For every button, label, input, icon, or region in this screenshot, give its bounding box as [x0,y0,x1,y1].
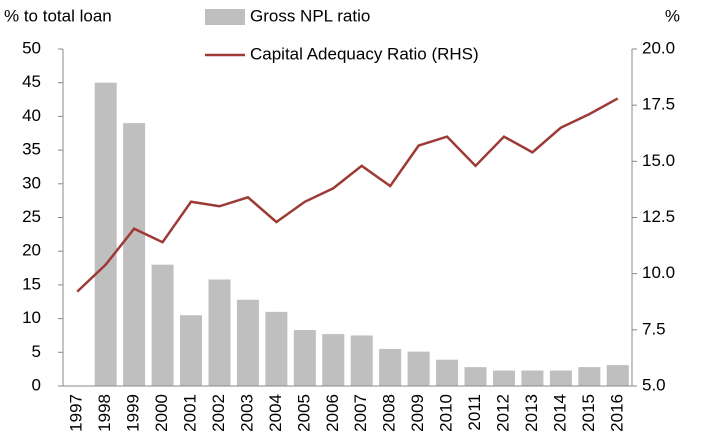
legend-swatch [205,9,245,25]
bar [379,348,402,386]
x-tick-label: 2014 [550,394,569,432]
y-tick-label: 10 [22,308,41,327]
x-tick-label: 2000 [152,394,171,432]
bar [265,311,288,386]
y2-tick-label: 20.0 [642,38,675,57]
bar [436,359,459,386]
bar [151,264,174,386]
bar [606,365,629,386]
x-tick-label: 2001 [181,394,200,432]
y-tick-label: 45 [22,72,41,91]
x-tick-label: 2007 [351,394,370,432]
y-tick-label: 0 [32,375,41,394]
x-tick-label: 1998 [95,394,114,432]
x-tick-label: 1997 [67,394,86,432]
legend-label: Capital Adequacy Ratio (RHS) [250,44,479,63]
y-axis-label: % to total loan [4,6,112,25]
y-tick-label: 35 [22,140,41,159]
y2-tick-label: 5.0 [642,375,666,394]
bar [123,123,146,386]
x-tick-label: 2005 [294,394,313,432]
y-tick-label: 15 [22,274,41,293]
y-tick-label: 30 [22,173,41,192]
x-tick-label: 2010 [437,394,456,432]
y2-axis-label: % [665,6,680,25]
y2-tick-label: 10.0 [642,263,675,282]
x-tick-label: 2002 [209,394,228,432]
bar [578,367,601,386]
bar [322,334,345,386]
x-tick-label: 2003 [237,394,256,432]
bar [549,370,572,386]
bar [236,299,259,386]
y-tick-label: 25 [22,207,41,226]
bar [521,370,544,386]
bar [492,370,515,386]
y2-tick-label: 17.5 [642,95,675,114]
y2-tick-label: 12.5 [642,207,675,226]
bar [350,335,373,386]
x-tick-label: 2012 [493,394,512,432]
y-tick-label: 5 [32,342,41,361]
bar [94,82,117,386]
legend-label: Gross NPL ratio [250,6,370,25]
x-tick-label: 2009 [408,394,427,432]
y-tick-label: 50 [22,38,41,57]
y2-tick-label: 15.0 [642,151,675,170]
bar [464,367,487,386]
bar [293,330,316,386]
bar [180,315,203,386]
y-tick-label: 40 [22,106,41,125]
x-tick-label: 2008 [380,394,399,432]
x-tick-label: 2013 [522,394,541,432]
x-tick-label: 1999 [124,394,143,432]
x-tick-label: 2016 [607,394,626,432]
x-tick-label: 2015 [579,394,598,432]
y2-tick-label: 7.5 [642,319,666,338]
line [76,97,619,293]
x-tick-label: 2004 [266,394,285,432]
bar [208,279,231,386]
y-tick-label: 20 [22,241,41,260]
bar [407,351,430,386]
x-tick-label: 2011 [465,394,484,431]
x-tick-label: 2006 [323,394,342,432]
